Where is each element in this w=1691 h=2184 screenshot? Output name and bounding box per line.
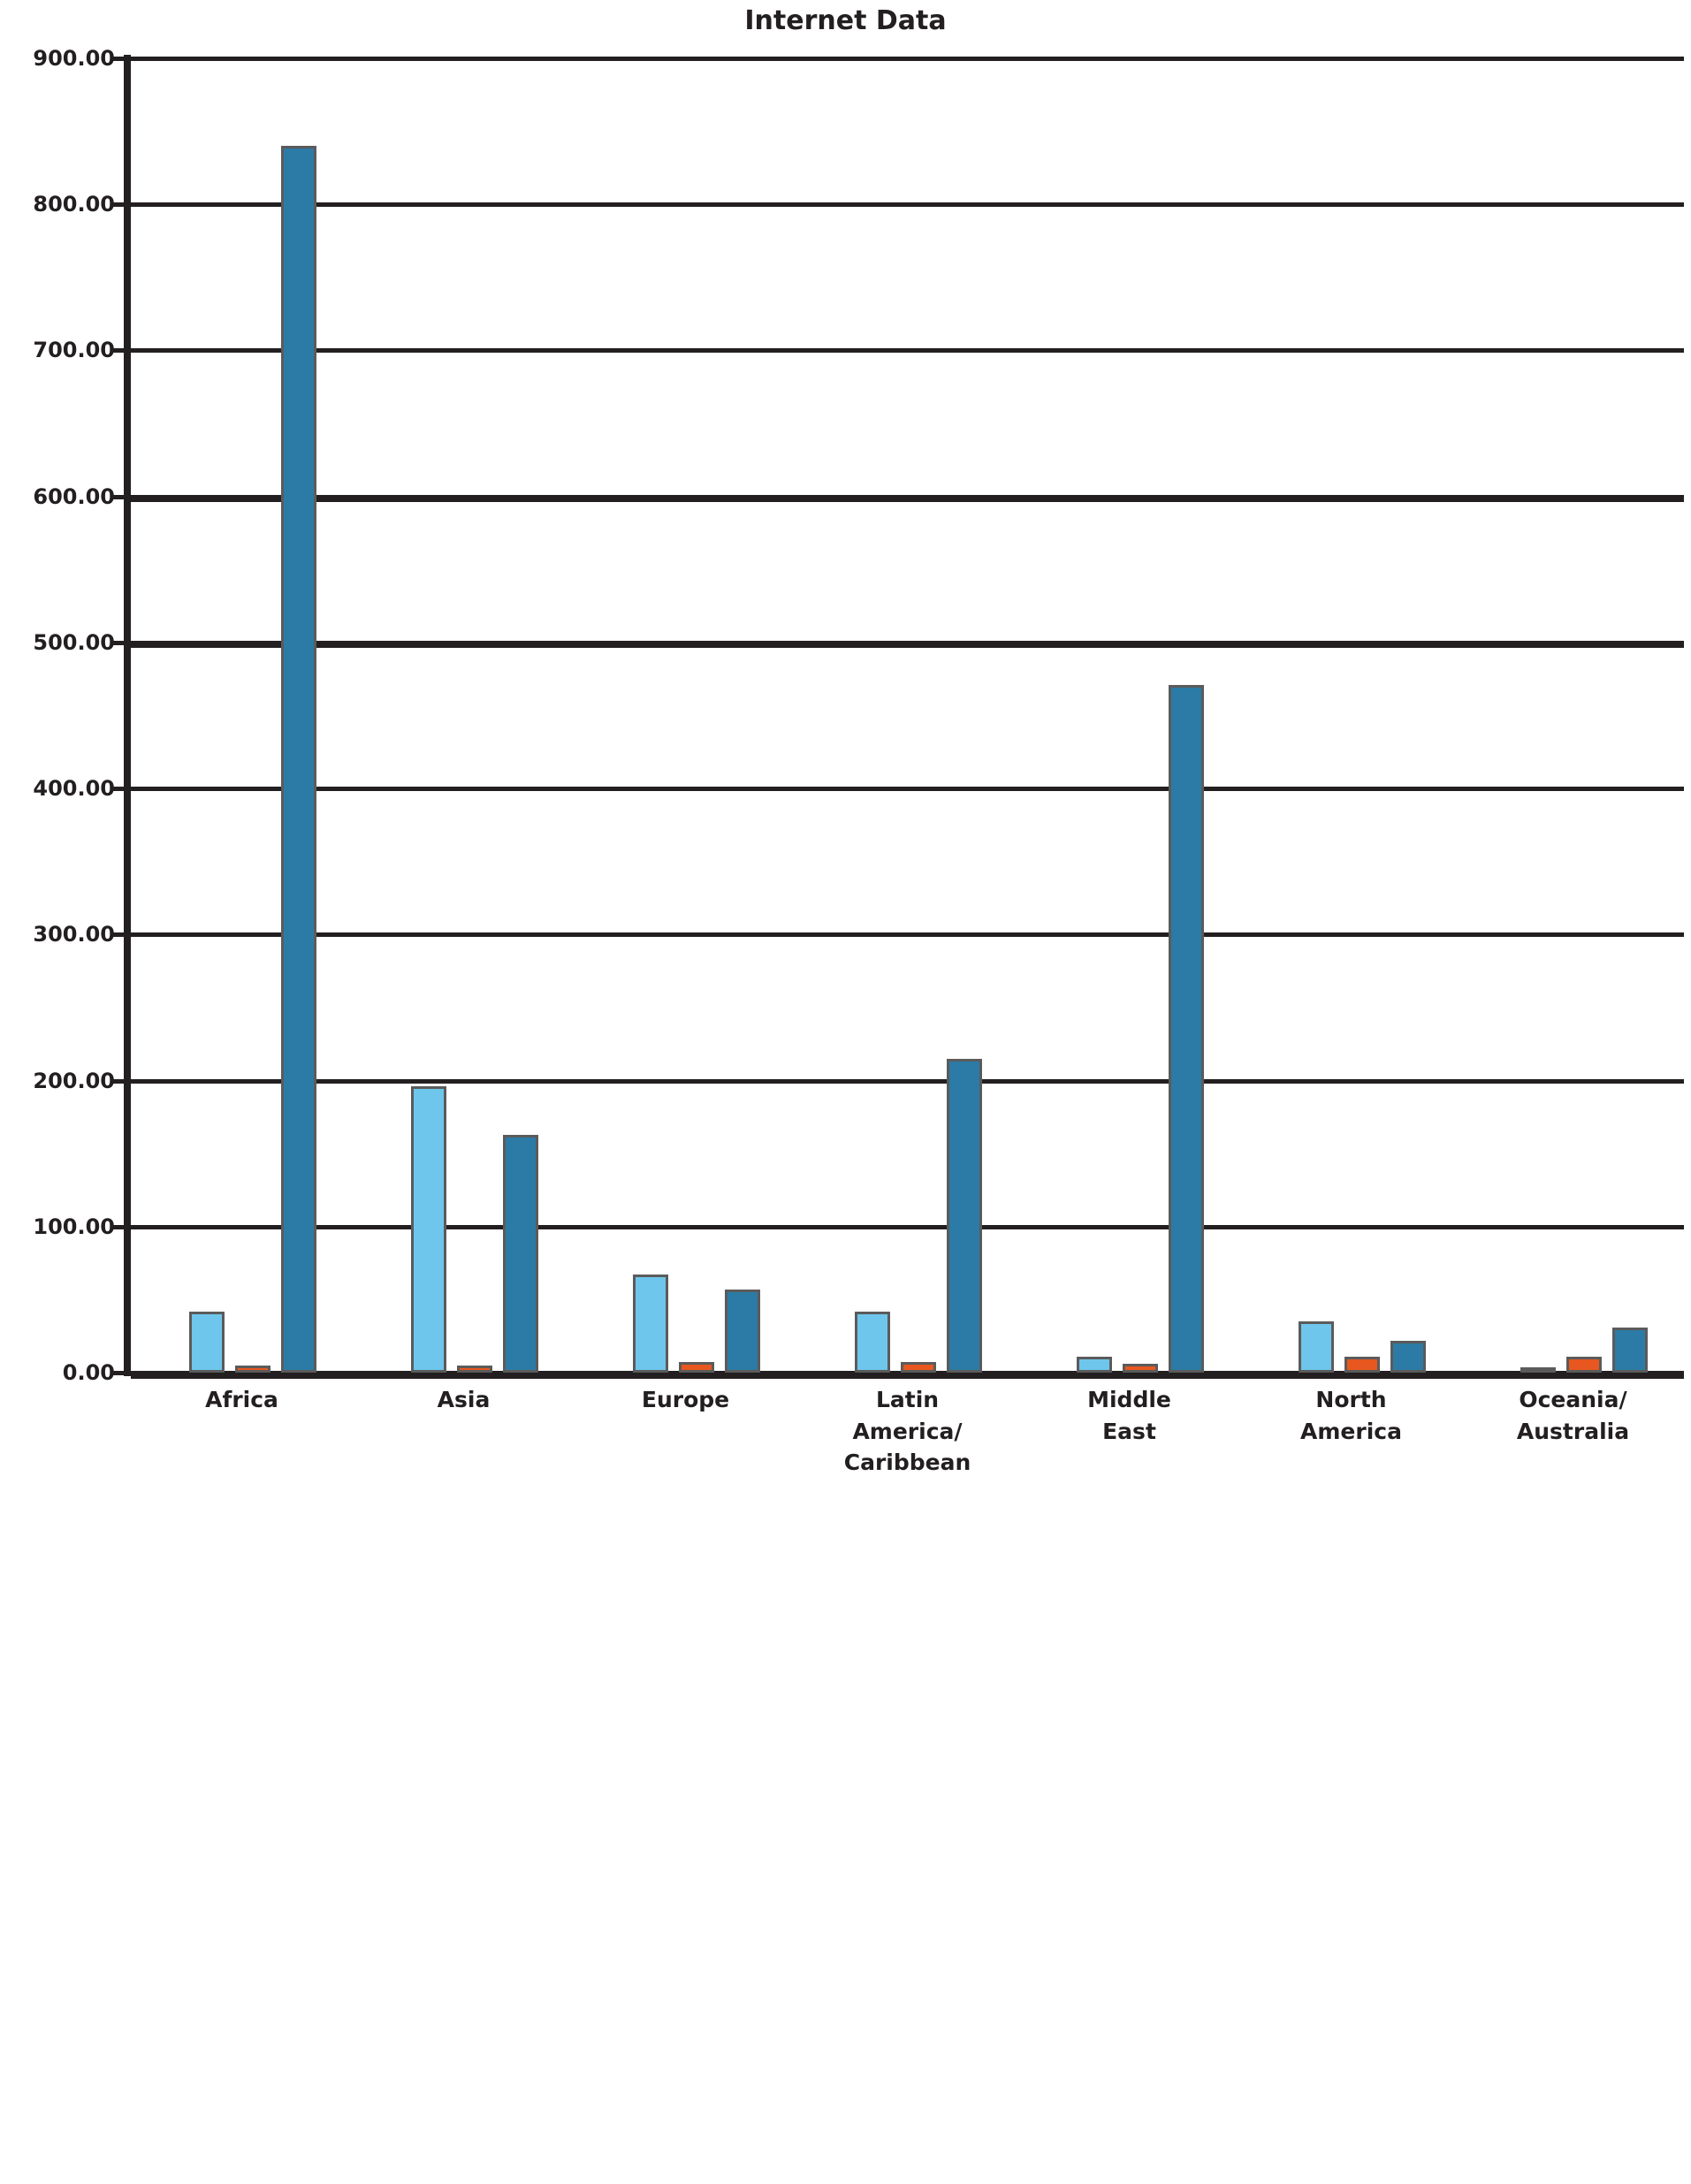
plot-area: 0.00 100.00 200.00 300.00 400.00 500.00 600.00… <box>33 46 1684 1385</box>
bar-oceania-australia-series-1[interactable] <box>1520 1367 1556 1373</box>
bar-europe-series-1[interactable] <box>632 1275 668 1373</box>
x-axis-label-line: Caribbean <box>843 1450 971 1475</box>
bar-asia-series-1[interactable] <box>410 1086 446 1373</box>
x-axis-label-line: Middle <box>1087 1387 1171 1412</box>
gridline-700 <box>131 348 1684 354</box>
y-axis-label: 300.00 <box>33 922 115 947</box>
bar-group <box>1462 58 1684 1373</box>
x-axis-label-line: Asia <box>437 1387 491 1412</box>
y-tick-100 <box>111 1224 131 1229</box>
gridline-200 <box>131 1078 1684 1084</box>
bar-group <box>1240 58 1462 1373</box>
gridline-0 <box>131 1371 1684 1379</box>
gridline-100 <box>131 1224 1684 1229</box>
gridline-800 <box>131 202 1684 208</box>
bar-europe-series-2[interactable] <box>678 1362 714 1373</box>
bar-north-america-series-1[interactable] <box>1298 1321 1334 1373</box>
x-axis-label-line: East <box>1102 1418 1156 1444</box>
bar-africa-series-3[interactable] <box>280 146 316 1373</box>
bar-group <box>1018 58 1240 1373</box>
x-axis-label: Oceania/Australia <box>1462 1384 1684 1447</box>
gridline-600 <box>131 494 1684 502</box>
y-axis-label: 100.00 <box>33 1214 115 1239</box>
bar-group <box>796 58 1018 1373</box>
x-axis-label-line: Oceania/ <box>1519 1387 1627 1412</box>
y-tick-400 <box>111 787 131 792</box>
x-axis-label-line: Latin <box>875 1387 940 1412</box>
bar-middle-east-series-2[interactable] <box>1122 1364 1158 1373</box>
chart-title: Internet Data <box>744 5 947 36</box>
y-axis-label: 600.00 <box>33 483 115 509</box>
x-axis-label: Latin America/Caribbean <box>796 1384 1018 1479</box>
gridline-500 <box>131 640 1684 648</box>
x-axis-label: Asia <box>353 1384 575 1416</box>
y-axis-label: 200.00 <box>33 1068 115 1093</box>
x-axis-label-line: America/ <box>852 1418 963 1444</box>
y-axis-label: 700.00 <box>33 338 115 363</box>
y-tick-500 <box>111 640 131 645</box>
bar-asia-series-2[interactable] <box>456 1365 492 1373</box>
y-tick-900 <box>111 57 131 61</box>
y-axis-label: 400.00 <box>33 776 115 802</box>
bar-africa-series-2[interactable] <box>234 1365 270 1373</box>
y-axis-label: 900.00 <box>33 46 115 71</box>
bar-middle-east-series-3[interactable] <box>1168 684 1204 1373</box>
y-tick-800 <box>111 202 131 208</box>
y-tick-600 <box>111 494 131 499</box>
y-axis-label: 800.00 <box>33 192 115 217</box>
x-axis-label-line: Africa <box>205 1387 278 1412</box>
y-axis-line <box>124 55 131 1376</box>
x-axis-label-line: Australia <box>1516 1418 1630 1444</box>
x-axis-label: Europe <box>575 1384 796 1416</box>
y-tick-200 <box>111 1078 131 1084</box>
x-axis-label-line: Europe <box>641 1387 730 1412</box>
bar-oceania-australia-series-3[interactable] <box>1611 1327 1648 1373</box>
gridline-300 <box>131 932 1684 938</box>
y-tick-0 <box>111 1371 131 1375</box>
bar-asia-series-3[interactable] <box>502 1134 538 1373</box>
x-axis-label: Africa <box>131 1384 353 1416</box>
y-axis-label: 500.00 <box>33 629 115 655</box>
bar-europe-series-3[interactable] <box>724 1289 760 1373</box>
y-tick-300 <box>111 932 131 938</box>
bar-group <box>575 58 796 1373</box>
bar-north-america-series-3[interactable] <box>1390 1340 1426 1373</box>
bar-middle-east-series-1[interactable] <box>1076 1356 1112 1373</box>
bar-latin-america-caribbean-series-2[interactable] <box>900 1362 936 1373</box>
bar-africa-series-1[interactable] <box>188 1311 225 1373</box>
bar-latin-america-caribbean-series-3[interactable] <box>946 1058 982 1373</box>
gridline-400 <box>131 787 1684 792</box>
bar-north-america-series-2[interactable] <box>1344 1356 1380 1373</box>
bar-group <box>131 58 353 1373</box>
bar-group <box>353 58 575 1373</box>
x-axis-label: North America <box>1240 1384 1462 1447</box>
gridline-900 <box>131 57 1684 61</box>
x-axis-label-line: North <box>1315 1387 1387 1412</box>
y-tick-700 <box>111 348 131 354</box>
x-axis-label-line: America <box>1300 1418 1402 1444</box>
x-axis-label: Middle East <box>1018 1384 1240 1447</box>
bar-oceania-australia-series-2[interactable] <box>1565 1356 1602 1373</box>
y-axis-label: 0.00 <box>62 1360 115 1385</box>
bar-latin-america-caribbean-series-1[interactable] <box>854 1311 890 1373</box>
